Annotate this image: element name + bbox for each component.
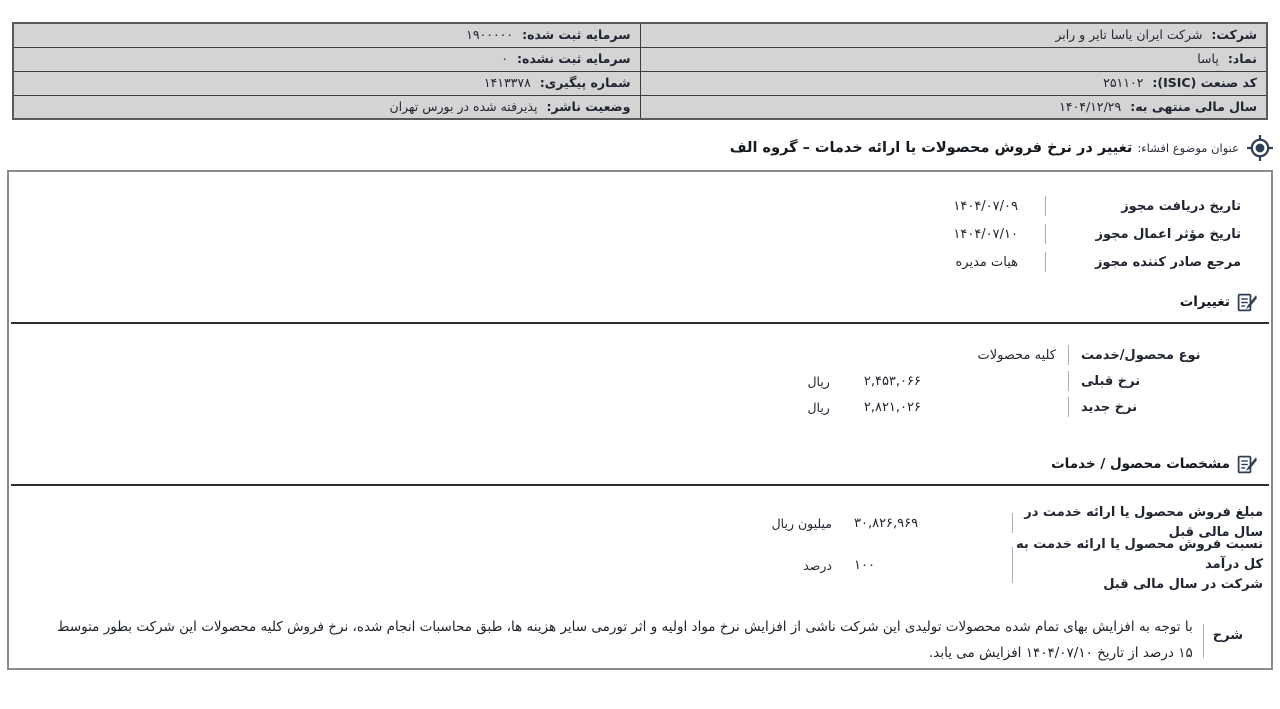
label-value-divider: [1045, 224, 1046, 244]
label-value-divider: [1068, 397, 1069, 417]
new-rate-value: ۲,۸۲۱,۰۲۶: [863, 399, 921, 415]
field-value: شرکت ایران یاسا تایر و رابر: [1055, 27, 1203, 43]
field-label: نرخ قبلی: [1081, 373, 1141, 389]
unit-label: درصد: [803, 557, 832, 573]
sales-ratio-value: ۱۰۰: [854, 557, 875, 573]
target-crosshair-icon: [1246, 134, 1274, 162]
previous-rate-row: نرخ قبلی ۲,۴۵۳,۰۶۶ ریال: [9, 368, 1271, 394]
unit-label: میلیون ریال: [771, 515, 832, 531]
field-label: سرمایه ثبت شده:: [522, 27, 631, 43]
label-value-divider: [1045, 252, 1046, 272]
previous-rate-value: ۲,۴۵۳,۰۶۶: [863, 373, 921, 389]
unit-label: ریال: [807, 399, 830, 415]
label-value-divider: [1202, 624, 1204, 658]
field-value: پاسا: [1197, 51, 1219, 66]
company-info-table: شرکت: شرکت ایران یاسا تایر و رابر سرمایه…: [12, 22, 1268, 120]
field-isic-code: کد صنعت (ISIC): ۲۵۱۱۰۲: [639, 70, 1268, 96]
field-value: ۱۴۰۴/۰۷/۱۰: [953, 226, 1018, 242]
label-value-divider: [1045, 196, 1046, 216]
page-title: تغییر در نرخ فروش محصولات یا ارائه خدمات…: [729, 140, 1133, 156]
table-row: سال مالی منتهی به: ۱۴۰۴/۱۲/۲۹ وضعیت ناشر…: [12, 94, 1268, 120]
section-heading-specs: مشخصات محصول / خدمات: [9, 452, 1257, 476]
table-row: شرکت: شرکت ایران یاسا تایر و رابر سرمایه…: [12, 22, 1268, 48]
label-value-divider: [1012, 513, 1013, 533]
field-label: کد صنعت (ISIC):: [1152, 75, 1257, 90]
field-label: نسبت فروش محصول یا ارائه خدمت به کل درآم…: [1016, 536, 1263, 593]
permit-block: تاریخ دریافت مجوز ۱۴۰۴/۰۷/۰۹ تاریخ مؤثر …: [9, 192, 1271, 276]
permit-authority-row: مرجع صادر کننده مجوز هیات مدیره: [9, 248, 1271, 276]
disclosure-subject-line: عنوان موضوع افشاء: تغییر در نرخ فروش محص…: [6, 132, 1274, 164]
edit-note-icon: [1237, 293, 1257, 311]
field-label: تاریخ دریافت مجوز: [1121, 198, 1241, 214]
field-tracking-number: شماره پیگیری: ۱۴۱۳۳۷۸: [12, 70, 641, 96]
field-label: مبلغ فروش محصول یا ارائه خدمت در سال مال…: [1024, 504, 1263, 540]
label-value-divider: [1012, 547, 1013, 583]
specs-block: مبلغ فروش محصول یا ارائه خدمت در سال مال…: [9, 505, 1271, 592]
field-label: شرکت:: [1211, 27, 1257, 43]
field-label: وضعیت ناشر:: [546, 98, 631, 114]
field-label: سال مالی منتهی به:: [1130, 98, 1257, 114]
unit-label: ریال: [807, 373, 830, 389]
changes-block: نوع محصول/خدمت کلیه محصولات نرخ قبلی ۲,۴…: [9, 342, 1271, 420]
field-issuer-status: وضعیت ناشر: پذیرفته شده در بورس تهران: [12, 94, 641, 120]
field-value: ۲۵۱۱۰۲: [1103, 75, 1144, 90]
section-divider: [11, 322, 1269, 324]
field-value: ۱۴۱۳۳۷۸: [483, 75, 531, 90]
field-unregistered-capital: سرمایه ثبت نشده: ۰: [12, 46, 641, 72]
field-value: ۱۹۰۰۰۰۰: [466, 27, 514, 43]
field-ticker: نماد: پاسا: [639, 46, 1268, 72]
field-fiscal-year-end: سال مالی منتهی به: ۱۴۰۴/۱۲/۲۹: [639, 94, 1268, 120]
label-value-divider: [1068, 371, 1069, 391]
sales-amount-value: ۳۰,۸۲۶,۹۶۹: [854, 515, 919, 531]
table-row: نماد: پاسا سرمایه ثبت نشده: ۰: [12, 46, 1268, 72]
field-registered-capital: سرمایه ثبت شده: ۱۹۰۰۰۰۰: [12, 22, 641, 48]
section-heading-label: تغییرات: [1179, 294, 1230, 310]
field-label: نرخ جدید: [1081, 399, 1138, 415]
table-row: کد صنعت (ISIC): ۲۵۱۱۰۲ شماره پیگیری: ۱۴۱…: [12, 70, 1268, 96]
field-label: مرجع صادر کننده مجوز: [1095, 254, 1241, 270]
sales-amount-row: مبلغ فروش محصول یا ارائه خدمت در سال مال…: [9, 505, 1271, 540]
description-row: شرح با توجه به افزایش بهای تمام شده محصو…: [9, 614, 1271, 666]
section-heading-label: مشخصات محصول / خدمات: [1051, 456, 1230, 472]
product-type-row: نوع محصول/خدمت کلیه محصولات: [9, 342, 1271, 368]
field-label: سرمایه ثبت نشده:: [516, 51, 631, 66]
section-heading-changes: تغییرات: [9, 290, 1257, 314]
subject-prefix: عنوان موضوع افشاء:: [1137, 141, 1239, 155]
permit-effective-date-row: تاریخ مؤثر اعمال مجوز ۱۴۰۴/۰۷/۱۰: [9, 220, 1271, 248]
field-value: ۰: [501, 51, 508, 66]
disclosure-form: تاریخ دریافت مجوز ۱۴۰۴/۰۷/۰۹ تاریخ مؤثر …: [7, 170, 1273, 670]
new-rate-row: نرخ جدید ۲,۸۲۱,۰۲۶ ریال: [9, 394, 1271, 420]
label-value-divider: [1068, 345, 1069, 365]
field-value: ۱۴۰۴/۱۲/۲۹: [1059, 98, 1122, 114]
description-text: با توجه به افزایش بهای تمام شده محصولات …: [57, 619, 1193, 661]
field-label: شماره پیگیری:: [539, 75, 631, 90]
field-value: پذیرفته شده در بورس تهران: [389, 98, 538, 114]
field-label: نماد:: [1227, 51, 1257, 66]
field-value: ۱۴۰۴/۰۷/۰۹: [953, 198, 1018, 214]
field-label: تاریخ مؤثر اعمال مجوز: [1095, 226, 1241, 242]
sales-ratio-row: نسبت فروش محصول یا ارائه خدمت به کل درآم…: [9, 537, 1271, 592]
permit-receive-date-row: تاریخ دریافت مجوز ۱۴۰۴/۰۷/۰۹: [9, 192, 1271, 220]
section-divider: [11, 484, 1269, 486]
field-value: کلیه محصولات: [977, 347, 1056, 363]
edit-note-icon: [1237, 455, 1257, 473]
field-label: شرح: [1212, 628, 1243, 643]
field-company: شرکت: شرکت ایران یاسا تایر و رابر: [639, 22, 1268, 48]
field-value: هیات مدیره: [955, 254, 1019, 270]
field-label: نوع محصول/خدمت: [1081, 347, 1201, 363]
